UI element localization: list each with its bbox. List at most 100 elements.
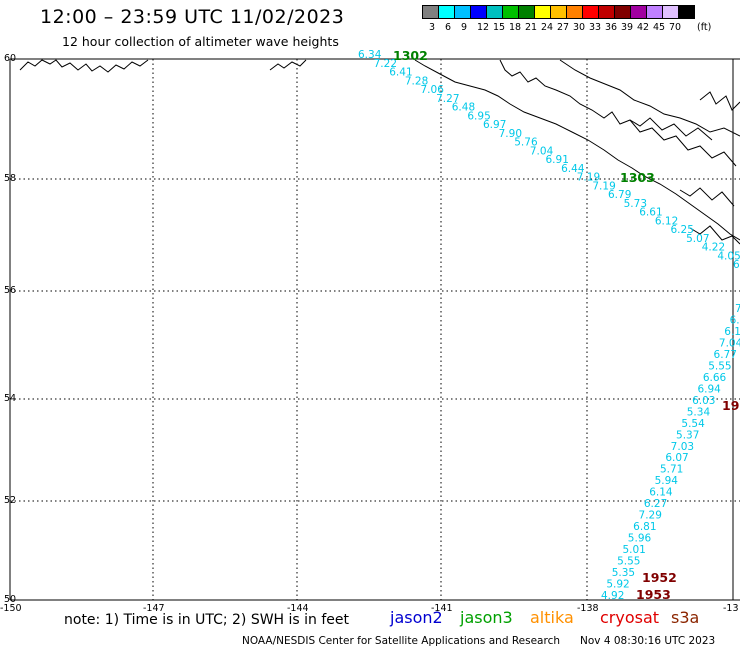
swh-value: 5.73 <box>624 198 647 210</box>
longitude-label: -150 <box>0 603 22 614</box>
coastline-segment <box>499 59 737 167</box>
colorbar-tick-label: 45 <box>653 22 666 33</box>
colorbar-tick-label: 9 <box>461 22 468 33</box>
swh-value: 6.25 <box>671 224 694 236</box>
swh-value: 7 <box>735 303 740 315</box>
swh-value: 5.55 <box>617 556 640 568</box>
swh-value: 5.54 <box>681 418 705 430</box>
swh-value: 6.1 <box>733 259 740 271</box>
swh-value: 5.34 <box>687 406 711 418</box>
swh-value: 5.37 <box>676 429 699 441</box>
swh-value: 6.41 <box>389 67 412 79</box>
swh-value: 5.01 <box>622 544 645 556</box>
legend-s3a: s3a <box>671 608 700 627</box>
colorbar-tick-label: 27 <box>557 22 570 33</box>
colorbar-tick-label: 12 <box>477 22 490 33</box>
swh-value: 4.05 <box>717 250 740 262</box>
longitude-label: -147 <box>143 603 165 614</box>
legend-jason2: jason2 <box>390 608 443 627</box>
swh-value: 4.22 <box>702 242 725 254</box>
swh-value: 6.95 <box>467 110 490 122</box>
swh-value: 6.77 <box>714 349 737 361</box>
swh-value: 7.04 <box>530 145 554 157</box>
swh-value: 6.91 <box>546 154 569 166</box>
pass-number-labels: 1302 1303 19 1952 1953 <box>393 48 739 602</box>
graticule-grid <box>9 58 740 601</box>
swh-value: 4.92 <box>601 590 624 602</box>
swh-value: 6.97 <box>483 119 506 131</box>
alaska-coastline <box>19 59 740 245</box>
latitude-label: 52 <box>4 495 16 506</box>
colorbar-unit: (ft) <box>697 22 712 33</box>
legend-jason3: jason3 <box>460 608 513 627</box>
legend-altika: altika <box>530 608 574 627</box>
colorbar-swatch: 42 <box>630 5 649 33</box>
swh-value: 6.1 <box>724 326 740 338</box>
colorbar-tick-label: 6 <box>445 22 452 33</box>
swh-value: 7.27 <box>436 93 459 105</box>
swh-value: 5.35 <box>612 567 635 579</box>
swh-value: 5.76 <box>514 137 538 149</box>
swh-value: 7.29 <box>639 510 662 522</box>
colorbar-tick-label: 36 <box>605 22 618 33</box>
colorbar-tick-label: 15 <box>493 22 506 33</box>
longitude-label: -144 <box>287 603 309 614</box>
swh-value: 7.04 <box>719 337 740 349</box>
swh-value: 7.19 <box>577 172 600 184</box>
satellite-track-south: 76.6.17.046.775.556.666.946.035.345.545.… <box>601 303 740 602</box>
longitude-label: -138 <box>577 603 599 614</box>
colorbar-tick-label: 3 <box>429 22 436 33</box>
swh-value: 6.79 <box>608 189 631 201</box>
colorbar-swatch: (ft) <box>678 5 711 33</box>
wave-height-colorbar: 3 6 9 12 15 18 21 24 27 30 33 36 39 42 45 70 (ft) <box>422 5 711 33</box>
swh-value: 5.07 <box>686 233 709 245</box>
pass-number: 19 <box>722 398 739 413</box>
swh-value: 6.48 <box>452 102 475 114</box>
swh-value: 5.92 <box>606 579 629 591</box>
coastline-segment <box>269 59 307 71</box>
generated-timestamp: Nov 4 08:30:16 UTC 2023 <box>580 635 716 647</box>
footer-note: note: 1) Time is in UTC; 2) SWH is in fe… <box>64 612 350 628</box>
swh-value: 6.61 <box>639 207 662 219</box>
colorbar-tick-label: 42 <box>637 22 650 33</box>
colorbar-swatch: 9 <box>454 5 471 33</box>
colorbar-tick-label: 18 <box>509 22 522 33</box>
swh-value: 5.55 <box>708 360 731 372</box>
swh-value: 6.07 <box>665 452 688 464</box>
colorbar-tick-label: 33 <box>589 22 602 33</box>
latitude-label: 56 <box>4 285 16 296</box>
colorbar-tick-label: 30 <box>573 22 586 33</box>
colorbar-tick-label: 39 <box>621 22 634 33</box>
pass-number: 1302 <box>393 48 428 63</box>
swh-value: 6. <box>730 314 740 326</box>
colorbar-tick-label: 24 <box>541 22 554 33</box>
swh-value: 5.96 <box>628 533 652 545</box>
longitude-label: -13 <box>723 603 739 614</box>
swh-value: 6.34 <box>358 49 382 61</box>
latitude-labels: 60 58 56 54 52 50 <box>4 53 16 605</box>
longitude-labels: -150 -147 -144 -141 -138 -13 <box>0 603 739 614</box>
swh-value: 7.22 <box>374 58 397 70</box>
coastline-segment <box>689 225 740 245</box>
swh-value: 6.44 <box>561 163 585 175</box>
swh-value: 7.19 <box>592 180 615 192</box>
swh-value: 6.12 <box>655 215 678 227</box>
swh-value: 6.27 <box>644 498 667 510</box>
map-title: 12:00 – 23:59 UTC 11/02/2023 <box>40 6 345 28</box>
swh-value: 6.81 <box>633 521 656 533</box>
swh-value: 7.90 <box>499 128 522 140</box>
swh-value: 5.94 <box>655 475 679 487</box>
swh-value: 7.06 <box>421 84 445 96</box>
swh-value: 7.03 <box>671 441 694 453</box>
longitude-label: -141 <box>431 603 453 614</box>
latitude-label: 54 <box>4 393 16 404</box>
pass-number: 1953 <box>636 587 671 602</box>
coastline-segment <box>19 59 149 73</box>
legend-cryosat: cryosat <box>600 608 660 627</box>
satellite-track-alaska: 6.347.226.417.287.067.276.486.956.977.90… <box>358 49 740 271</box>
colorbar-swatch: 18 <box>502 5 521 33</box>
coastline-segment <box>414 59 740 241</box>
pass-number: 1952 <box>642 570 677 585</box>
swh-value: 7.28 <box>405 75 428 87</box>
